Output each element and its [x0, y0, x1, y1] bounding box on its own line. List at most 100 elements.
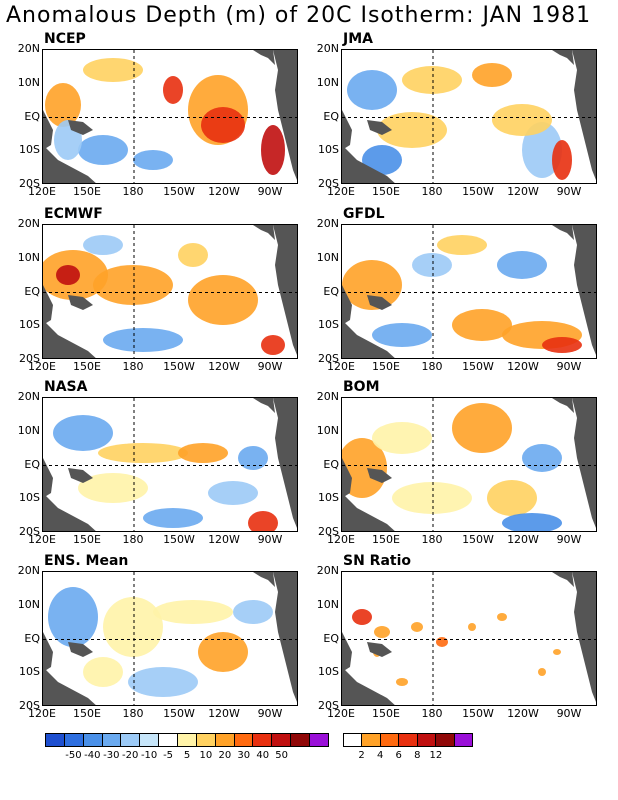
anomaly-contour — [372, 422, 432, 454]
lat-tick-label: 20N — [316, 390, 339, 403]
colorbar-swatch — [63, 734, 83, 746]
colorbar-swatch — [120, 734, 140, 746]
lat-tick-label: 20N — [316, 217, 339, 230]
lat-tick-label: 10N — [17, 250, 40, 264]
lon-tick-label: 120E — [28, 185, 56, 198]
contour-map — [43, 398, 297, 531]
lat-tick-label: 20S — [19, 177, 40, 190]
map-panel: JMA 20N 10N EQ 10S 20S 120E 150E 180 150W 120W 90W — [317, 31, 597, 198]
colorbar-swatch — [82, 734, 102, 746]
lat-tick-label: 10N — [316, 597, 339, 611]
anomaly-contour — [78, 135, 128, 165]
anomaly-contour — [468, 623, 476, 631]
colorbar-swatch — [252, 734, 272, 746]
land-mass — [367, 120, 392, 135]
lon-tick-label: 150W — [462, 360, 494, 373]
lon-tick-label: 120W — [507, 360, 539, 373]
anomaly-contour — [411, 622, 423, 632]
colorbar-label: 10 — [199, 750, 213, 761]
lat-tick-label: 10N — [17, 75, 40, 89]
lon-tick-label: 120E — [327, 533, 355, 546]
anomaly-contour — [238, 446, 268, 470]
anomaly-contour — [208, 481, 258, 505]
colorbar-label: -50 — [65, 750, 82, 761]
land-mass — [342, 110, 352, 150]
lat-tick-label: 10N — [316, 75, 339, 89]
lat-tick-label: 10S — [318, 318, 339, 332]
lat-tick-label: EQ — [24, 631, 40, 645]
land-mass — [342, 320, 395, 358]
lon-tick-label: 120W — [208, 360, 240, 373]
lon-tick-label: 180 — [421, 360, 443, 373]
lon-tick-label: 150E — [372, 360, 400, 373]
lon-tick-label: 120E — [327, 707, 355, 720]
anomaly-contour — [377, 112, 447, 148]
lon-tick-label: 180 — [122, 185, 144, 198]
colorbar-swatch — [416, 734, 436, 746]
anomaly-contour — [248, 511, 278, 531]
land-mass — [552, 572, 574, 587]
anomaly-contour — [396, 678, 408, 686]
panel-label: ECMWF — [44, 206, 103, 222]
anomaly-contour — [487, 480, 537, 516]
lat-tick-label: EQ — [24, 457, 40, 471]
colorbar-swatch — [379, 734, 399, 746]
land-mass — [43, 320, 96, 358]
lon-tick-label: 150E — [372, 707, 400, 720]
colorbar-label: 2 — [358, 750, 365, 761]
lon-tick-label: 90W — [556, 185, 582, 198]
contour-map — [342, 50, 596, 183]
lon-tick-label: 180 — [421, 185, 443, 198]
lon-tick-label: 150W — [163, 533, 195, 546]
lat-tick-label: 10N — [316, 423, 339, 437]
contour-map — [342, 572, 596, 705]
land-mass — [367, 642, 392, 657]
lon-tick-label: 90W — [257, 533, 283, 546]
land-mass — [253, 50, 275, 65]
land-mass — [253, 572, 275, 587]
colorbar-label: 40 — [256, 750, 270, 761]
anomaly-contour — [372, 323, 432, 347]
anomaly-contour — [402, 66, 462, 94]
map-panel: NASA 20N 10N EQ 10S 20S 120E 150E 180 150W 120W 90W — [18, 379, 298, 546]
map-area — [42, 397, 298, 532]
anomaly-contour — [522, 122, 562, 178]
land-mass — [43, 110, 53, 150]
anomaly-contour — [128, 667, 198, 697]
anomaly-contour — [56, 265, 80, 285]
land-mass — [43, 145, 96, 183]
land-mass — [68, 642, 93, 657]
panel-label: ENS. Mean — [44, 553, 129, 569]
lat-tick-label: 20N — [17, 217, 40, 230]
land-mass — [273, 572, 297, 702]
lon-tick-label: 150E — [372, 185, 400, 198]
lon-tick-label: 150W — [462, 707, 494, 720]
anomaly-contour — [552, 140, 572, 180]
anomaly-contour — [93, 265, 173, 305]
lat-tick-label: 10S — [19, 143, 40, 157]
anomaly-contour — [472, 63, 512, 87]
anomaly-contour — [452, 403, 512, 453]
anomaly-contour — [233, 600, 273, 624]
land-mass — [552, 50, 574, 65]
anomaly-contour — [553, 649, 561, 655]
lat-tick-label: 20N — [17, 42, 40, 55]
lat-tick-label: 10S — [318, 143, 339, 157]
anomaly-contour — [261, 335, 285, 355]
colorbar-swatch — [453, 734, 472, 746]
map-panel: ECMWF 20N 10N EQ 10S 20S 120E 150E 180 150W 120W 90… — [18, 206, 298, 373]
panel-label: NASA — [44, 379, 88, 395]
anomaly-contour — [163, 76, 183, 104]
land-mass — [552, 225, 574, 240]
lon-tick-label: 150W — [163, 360, 195, 373]
lon-tick-label: 180 — [421, 533, 443, 546]
lon-tick-label: 150W — [462, 533, 494, 546]
lon-tick-label: 150E — [73, 185, 101, 198]
land-mass — [342, 145, 395, 183]
anomaly-contour — [412, 253, 452, 277]
contour-map — [342, 398, 596, 531]
lon-tick-label: 180 — [122, 360, 144, 373]
colorbar-swatch — [177, 734, 196, 746]
map-panel: BOM 20N 10N EQ 10S 20S 120E 150E 180 150W 120W 90W — [317, 379, 597, 546]
anomaly-contour — [374, 626, 390, 638]
